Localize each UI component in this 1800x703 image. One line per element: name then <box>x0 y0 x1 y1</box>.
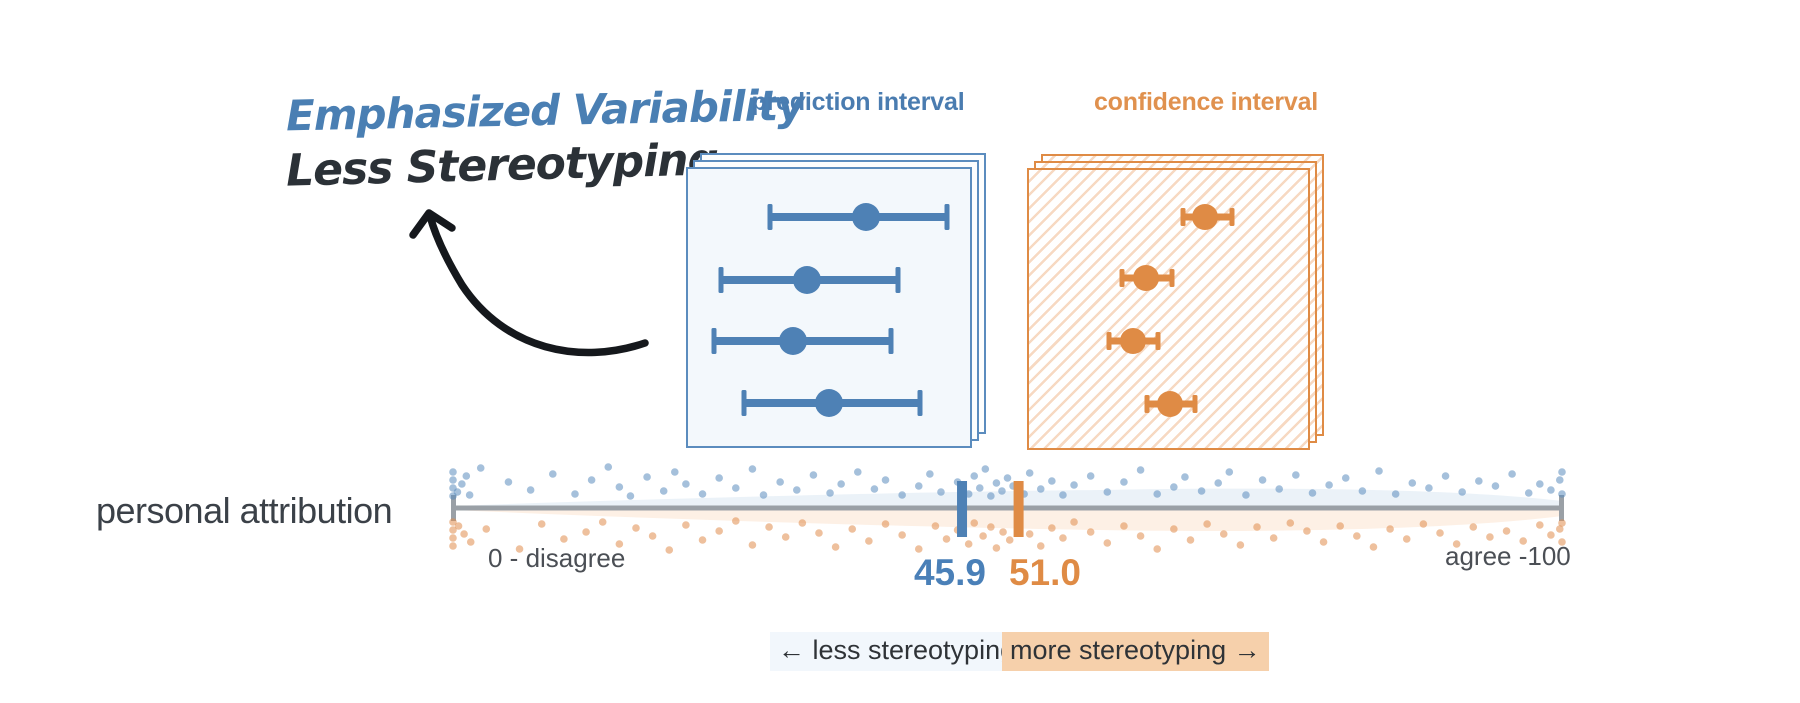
confidence-interval-title: confidence interval <box>1093 88 1319 116</box>
confidence-card <box>1027 168 1310 450</box>
prediction-mean-value: 45.9 <box>913 552 986 593</box>
prediction-card <box>686 167 972 448</box>
axis-left-anchor: 0 - disagree <box>488 543 626 573</box>
legend-less-stereotyping: ← less stereotyping <box>770 632 1024 671</box>
axis-right-anchor: agree -100 <box>1445 541 1571 571</box>
legend-more-stereotyping: more stereotyping → <box>1002 632 1269 671</box>
axis-title: personal attribution <box>96 490 393 531</box>
confidence-mean-value: 51.0 <box>1008 552 1081 593</box>
prediction-interval-title: prediction interval <box>751 88 965 116</box>
prediction-interval-plot <box>711 203 950 417</box>
confidence-interval-plot <box>1106 204 1235 417</box>
attribution-axis-plot <box>449 463 1566 554</box>
annotation-line2: Less Stereotyping <box>285 134 719 197</box>
curved-arrow-icon <box>409 209 649 357</box>
